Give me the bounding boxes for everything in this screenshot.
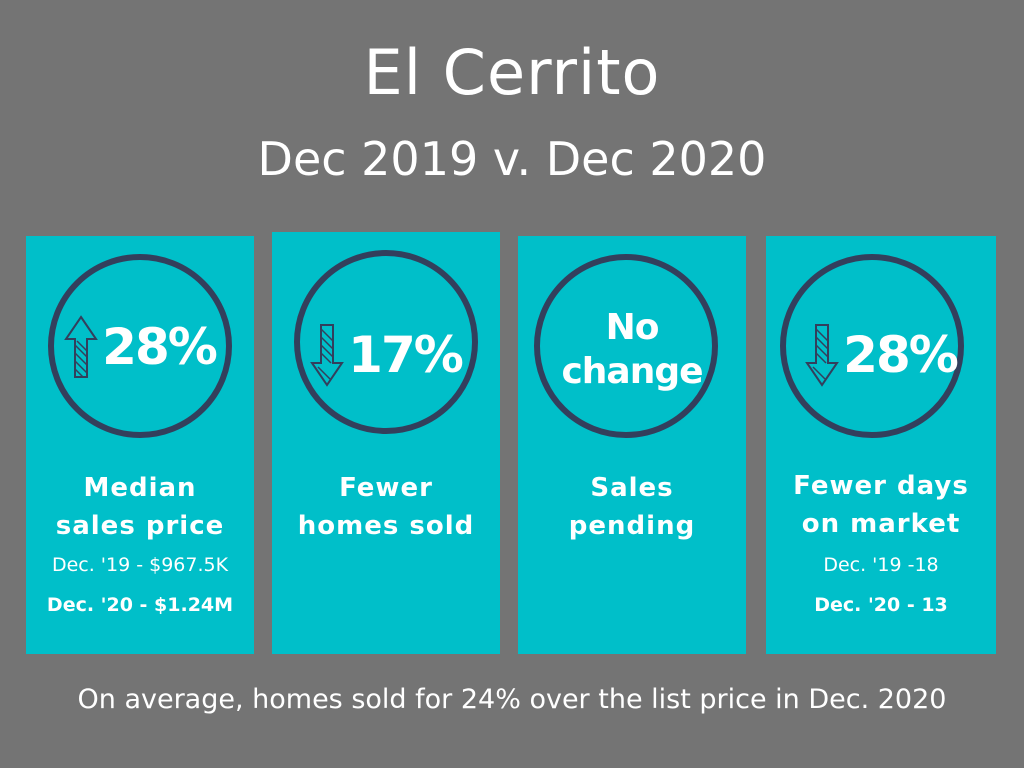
stat-label-line2: pending (568, 511, 696, 541)
stat-circle (780, 254, 964, 438)
stat-label-line1: Sales (590, 473, 674, 503)
down-arrow-icon (805, 324, 840, 387)
stat-label-line2: sales price (55, 511, 225, 541)
stat-value-line2: change (561, 351, 703, 392)
stat-circle (294, 250, 478, 434)
stat-label-line1: Median (83, 473, 197, 503)
stat-label-line1: Fewer (339, 473, 433, 503)
stat-value: 17% (348, 326, 464, 384)
footer-note: On average, homes sold for 24% over the … (77, 684, 947, 715)
stat-badge: 17% (272, 320, 500, 390)
stat-label-line1: Fewer days (793, 471, 969, 501)
stat-card-days-on-market: 28% Fewer days on market Dec. '19 -18 De… (766, 236, 996, 654)
page-title: El Cerrito (363, 36, 661, 109)
page-subtitle: Dec 2019 v. Dec 2020 (257, 132, 767, 186)
stat-circle (48, 254, 232, 438)
stat-detail-2019: Dec. '19 - $967.5K (51, 554, 229, 576)
stat-badge: 28% (26, 312, 254, 382)
stat-value: 28% (843, 326, 959, 384)
stat-detail-2019: Dec. '19 -18 (823, 554, 939, 576)
stat-card-median-price: 28% Median sales price Dec. '19 - $967.5… (26, 236, 254, 654)
stat-value-line1: No (605, 307, 660, 348)
down-arrow-icon (310, 324, 345, 387)
stat-label-line2: homes sold (297, 511, 475, 541)
stat-card-sales-pending: No change Sales pending (518, 236, 746, 654)
stat-card-homes-sold: 17% Fewer homes sold (272, 232, 500, 654)
stat-detail-2020: Dec. '20 - 13 (814, 594, 948, 616)
stat-detail-2020: Dec. '20 - $1.24M (46, 594, 234, 616)
stat-value: 28% (102, 318, 218, 376)
up-arrow-icon (64, 315, 99, 378)
stat-label-line2: on market (801, 509, 961, 539)
stat-circle (534, 254, 718, 438)
stat-badge: 28% (766, 320, 996, 390)
